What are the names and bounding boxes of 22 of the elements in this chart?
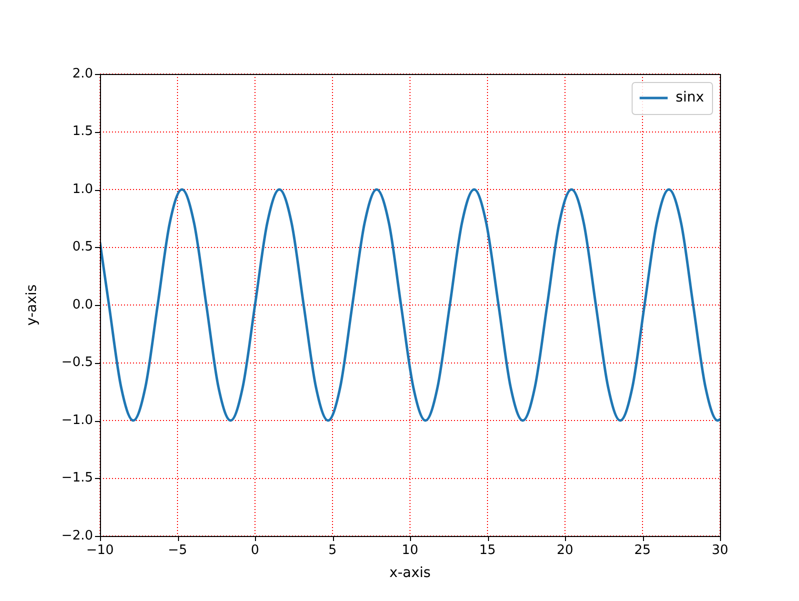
y-tick-label: −0.5: [61, 355, 93, 370]
y-tick-label: −1.5: [61, 470, 93, 486]
y-tick-label: −1.0: [61, 412, 93, 428]
x-tick-label: 20: [556, 543, 574, 558]
y-tick-label: 1.5: [72, 124, 93, 140]
y-tick-label: 0.5: [72, 240, 93, 255]
x-tick-label: 0: [250, 543, 260, 558]
x-tick-label: 25: [634, 543, 651, 558]
x-tick-label: 5: [328, 543, 337, 558]
y-axis-title: y-axis: [24, 284, 40, 326]
x-tick-label: 30: [712, 543, 728, 558]
y-tick-label: 0.0: [72, 297, 93, 312]
x-tick-label: −5: [168, 543, 188, 558]
x-axis-title: x-axis: [389, 565, 431, 582]
x-tick-label: 10: [402, 543, 418, 558]
line-series: [100, 188, 720, 422]
y-tick-label: 1.0: [72, 182, 93, 197]
y-tick-label: −2.0: [61, 528, 93, 544]
x-tick-label: 15: [479, 543, 496, 558]
legend-label: sinx: [676, 90, 704, 106]
y-tick-label: 2.0: [72, 66, 93, 82]
x-tick-label: −10: [86, 543, 114, 558]
